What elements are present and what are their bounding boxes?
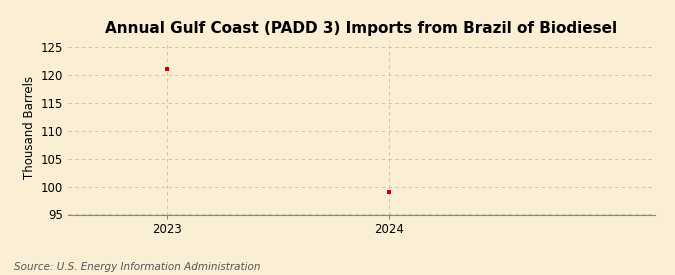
Y-axis label: Thousand Barrels: Thousand Barrels [23,76,36,180]
Text: Source: U.S. Energy Information Administration: Source: U.S. Energy Information Administ… [14,262,260,272]
Title: Annual Gulf Coast (PADD 3) Imports from Brazil of Biodiesel: Annual Gulf Coast (PADD 3) Imports from … [105,21,617,36]
